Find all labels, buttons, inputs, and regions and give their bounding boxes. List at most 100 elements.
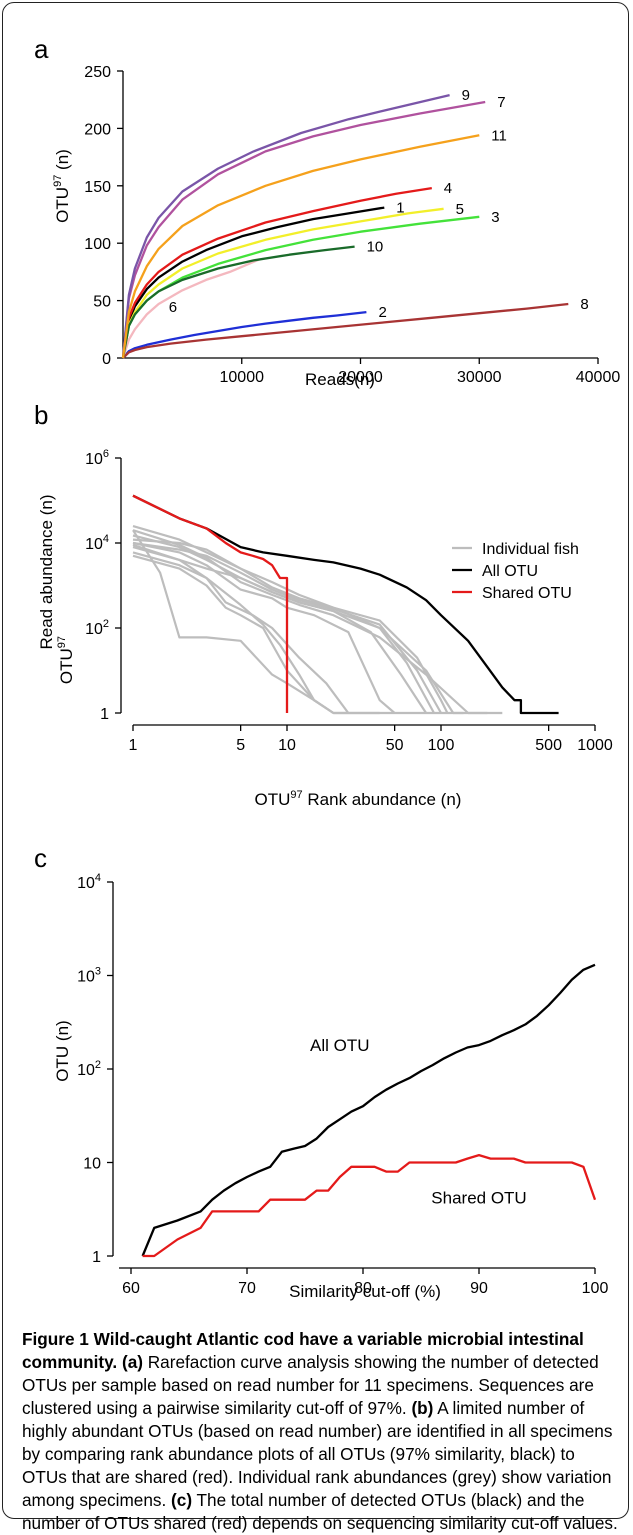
panel-b-axes: 1 102 104 106 1 5 10 50 100 500 1000: [85, 448, 613, 754]
panel-a-y-tick-label: 150: [84, 179, 111, 196]
panel-a-series-label-5: 5: [456, 201, 464, 218]
panel-a-x-tick-label: 20000: [338, 369, 383, 386]
panel-a-series-label-8: 8: [580, 296, 588, 313]
panel-a-axes: 0 50 100 150 200 250 10000 20000 30000 40000: [84, 64, 620, 386]
panel-b-label: b: [34, 400, 48, 430]
panel-b-individual-line: [132, 543, 380, 715]
panel-a-x-axis-label: Reads(n): [305, 370, 375, 389]
panel-a-y-tick-label: 200: [84, 121, 111, 138]
caption-title: Figure 1 Wild-caught Atlantic cod have a…: [22, 1329, 584, 1372]
panel-a: a 0 50 100 150 200 250 10000 20000 30000 40000 1 2…: [34, 34, 620, 389]
panel-b: b 1 102 104 106 1 5 10 50 100 500 1000 Individual …: [34, 400, 613, 809]
panel-b-legend-label: All OTU: [482, 563, 538, 580]
panel-a-series-line-10: [121, 245, 355, 359]
figure-caption: Figure 1 Wild-caught Atlantic cod have a…: [22, 1328, 622, 1535]
panel-b-series-line-all-otu: [132, 494, 559, 715]
panel-c-y-tick-label: 103: [77, 966, 101, 986]
panel-a-y-axis-label-sup: 97: [52, 175, 64, 187]
panel-b-y-axis-label-pre: OTU: [57, 648, 76, 684]
panel-a-series-line-9: [121, 93, 450, 359]
panel-a-y-tick-label: 250: [84, 64, 111, 81]
panel-b-legend-label: Individual fish: [482, 541, 579, 558]
panel-c-x-tick-label: 90: [470, 1280, 488, 1297]
panel-b-individual-line: [132, 525, 435, 714]
panel-c-y-axis-label: OTU (n): [53, 1020, 72, 1081]
panel-a-x-tick-label: 40000: [576, 369, 621, 386]
panel-b-y-tick-label: 104: [85, 533, 109, 553]
caption-ref-b: (b): [411, 1398, 434, 1418]
panel-a-series-label-4: 4: [444, 180, 452, 197]
panel-c-annotation: All OTU: [310, 1036, 370, 1055]
panel-b-series: [132, 494, 559, 715]
panel-a-series-label-2: 2: [378, 304, 386, 321]
caption-ref-a: (a): [121, 1352, 143, 1372]
panel-b-x-tick-label: 10: [278, 737, 296, 754]
panel-b-x-tick-label: 1: [129, 737, 138, 754]
panel-b-series-line-shared-otu: [132, 494, 289, 713]
panel-a-y-axis-label: OTU97 (n): [52, 149, 72, 223]
panel-a-series-label-3: 3: [491, 209, 499, 226]
panel-c-x-tick-label: 70: [238, 1280, 256, 1297]
panel-b-y-tick-label: 102: [85, 618, 109, 638]
panel-a-x-tick-label: 10000: [220, 369, 265, 386]
panel-b-individual-line: [132, 551, 350, 714]
panel-b-x-axis-label-tail: Rank abundance (n): [303, 790, 462, 809]
panel-a-series-line-7: [121, 100, 486, 359]
panel-c-series: [141, 963, 597, 1258]
panel-a-series-line-11: [121, 134, 480, 359]
panel-a-series-label-7: 7: [497, 94, 505, 111]
panel-c-label: c: [34, 843, 47, 873]
panel-b-individual-line: [132, 529, 488, 715]
panel-a-series-line-2: [122, 310, 367, 359]
panel-c-y-tick-label: 102: [77, 1059, 101, 1079]
panel-a-series-label-1: 1: [396, 200, 404, 217]
panel-b-x-tick-label: 1000: [577, 737, 613, 754]
panel-c-y-tick-label: 1: [92, 1249, 101, 1266]
panel-c-x-tick-label: 100: [582, 1280, 609, 1297]
panel-a-x-tick-label: 30000: [457, 369, 502, 386]
panel-a-series-label-11: 11: [491, 127, 507, 144]
panel-b-individual-line: [132, 554, 335, 714]
panel-c-annotations: All OTU Shared OTU: [310, 1036, 527, 1208]
panel-a-series-label-10: 10: [367, 239, 384, 256]
panel-b-individual-line: [132, 541, 442, 714]
panel-a-series-label-9: 9: [462, 87, 470, 104]
panel-c-x-tick-label: 60: [122, 1280, 140, 1297]
panel-c-x-axis-label: Similarity cut-off (%): [289, 1282, 441, 1301]
panel-b-legend-label: Shared OTU: [482, 585, 572, 602]
panel-a-series-line-4: [121, 186, 432, 359]
panel-b-individual-series: [132, 525, 503, 715]
panel-b-y-axis-label-sup: 97: [56, 636, 68, 648]
panel-b-x-tick-label: 500: [535, 737, 562, 754]
panel-c-series-line-shared-otu: [142, 1153, 597, 1258]
panel-b-individual-line: [132, 546, 428, 714]
panel-b-x-axis-label-main: OTU: [255, 790, 291, 809]
panel-a-series-line-3: [121, 215, 480, 359]
panel-c-y-tick-label: 10: [83, 1156, 101, 1173]
panel-a-series: [121, 93, 569, 359]
panel-a-series-line-6: [121, 258, 261, 359]
panel-a-label: a: [34, 34, 49, 64]
caption-text-b: A limited number of highly abundant OTUs…: [22, 1398, 613, 1510]
panel-b-legend: Individual fish All OTU Shared OTU: [452, 541, 579, 602]
panel-a-y-tick-label: 100: [84, 236, 111, 253]
caption-ref-c: (c): [171, 1490, 193, 1510]
panel-a-y-tick-label: 50: [93, 294, 111, 311]
panel-c-annotation: Shared OTU: [431, 1189, 526, 1208]
panel-c-axes: 1 10 102 103 104 60 70 80 90 100: [77, 872, 608, 1297]
panel-c: c 1 10 102 103 104 60 70 80 90 100 All OTU Shared …: [34, 843, 608, 1301]
panel-a-y-tick-label: 0: [102, 351, 111, 368]
panel-c-series-line-all-otu: [141, 963, 596, 1257]
panel-c-y-tick-label: 104: [77, 872, 101, 892]
panel-a-series-line-1: [121, 206, 385, 359]
panel-b-x-tick-label: 5: [236, 737, 245, 754]
panel-b-y-axis-label: Read abundance (n): [37, 494, 56, 649]
panel-b-x-tick-label: 50: [386, 737, 404, 754]
panel-a-y-axis-label-tail: (n): [53, 149, 72, 175]
panel-c-x-tick-label: 80: [354, 1280, 372, 1297]
panel-a-series-labels: 1 2 3 45 6 7 8 9 10 11: [169, 87, 589, 321]
panel-a-series-label-6: 6: [169, 299, 177, 316]
panel-b-y-tick-label: 106: [85, 448, 109, 468]
panel-b-y-tick-label: 1: [100, 706, 109, 723]
